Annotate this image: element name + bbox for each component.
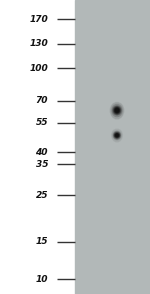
Ellipse shape xyxy=(115,108,119,113)
Ellipse shape xyxy=(112,129,122,142)
Text: 40: 40 xyxy=(36,148,48,156)
Ellipse shape xyxy=(116,109,118,112)
Text: 170: 170 xyxy=(29,15,48,24)
Ellipse shape xyxy=(116,134,118,137)
Text: 15: 15 xyxy=(36,238,48,246)
Ellipse shape xyxy=(113,106,121,115)
Bar xyxy=(0,0,75,294)
Text: 35: 35 xyxy=(36,160,48,169)
Ellipse shape xyxy=(112,104,122,117)
Text: 70: 70 xyxy=(36,96,48,105)
Text: 10: 10 xyxy=(36,275,48,284)
Ellipse shape xyxy=(114,132,120,139)
Text: 130: 130 xyxy=(29,39,48,49)
Ellipse shape xyxy=(113,131,121,140)
Bar xyxy=(75,0,150,294)
Text: 55: 55 xyxy=(36,118,48,127)
Ellipse shape xyxy=(115,133,119,138)
Text: 25: 25 xyxy=(36,191,48,200)
Ellipse shape xyxy=(116,134,118,136)
Text: 100: 100 xyxy=(29,64,48,73)
Ellipse shape xyxy=(110,103,124,119)
Ellipse shape xyxy=(114,107,120,114)
